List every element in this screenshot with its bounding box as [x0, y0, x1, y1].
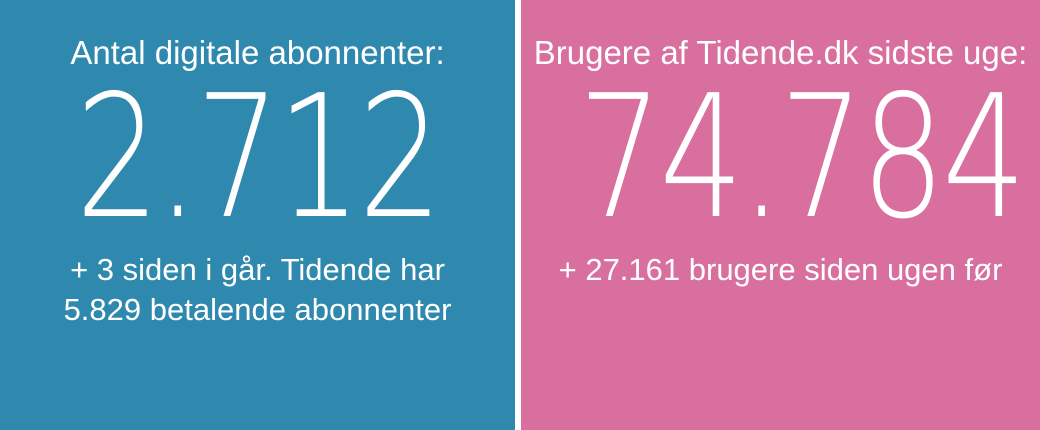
subscribers-subtext-line1: + 3 siden i går. Tidende har — [70, 252, 445, 287]
subscribers-subtext: + 3 siden i går. Tidende har 5.829 betal… — [0, 250, 515, 330]
users-subtext-line1: + 27.161 brugere siden ugen før — [558, 252, 1003, 287]
users-label: Brugere af Tidende.dk sidste uge: — [533, 34, 1028, 71]
users-panel: Brugere af Tidende.dk sidste uge: 74.784… — [521, 0, 1040, 430]
subscribers-panel: Antal digitale abonnenter: 2.712 + 3 sid… — [0, 0, 515, 430]
subscribers-count: 2.712 — [75, 59, 442, 257]
users-subtext: + 27.161 brugere siden ugen før — [521, 250, 1040, 290]
users-count: 74.784 — [578, 59, 1026, 257]
subscribers-label: Antal digitale abonnenter: — [70, 34, 445, 71]
subscribers-subtext-line2: 5.829 betalende abonnenter — [63, 292, 452, 327]
